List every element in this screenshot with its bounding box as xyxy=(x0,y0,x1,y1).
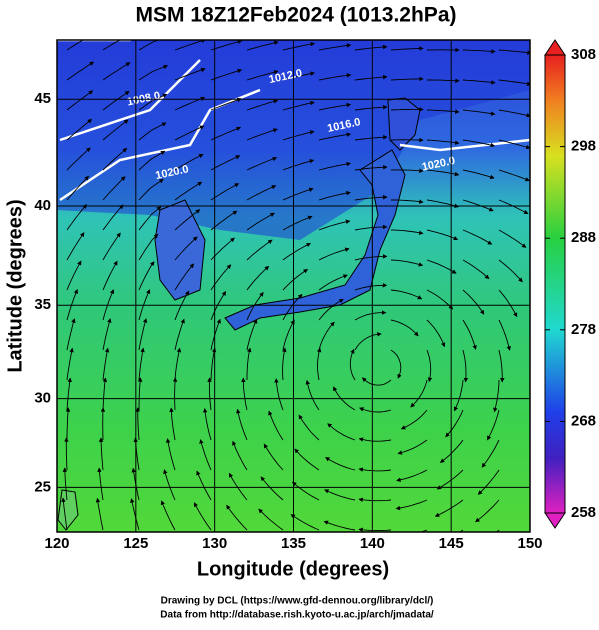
x-tick-label: 150 xyxy=(517,535,542,552)
y-axis-title: Latitude (degrees) xyxy=(4,199,26,372)
colorbar-tick-label: 278 xyxy=(571,321,596,338)
colorbar-tick-label: 268 xyxy=(571,412,596,429)
colorbar xyxy=(545,55,565,513)
x-tick-label: 120 xyxy=(44,535,69,552)
credit: Data from http://database.rish.kyoto-u.a… xyxy=(160,610,434,621)
x-tick-label: 140 xyxy=(360,535,385,552)
x-tick-label: 125 xyxy=(123,535,148,552)
y-tick-label: 25 xyxy=(34,478,51,495)
streamline xyxy=(474,530,499,550)
x-tick-label: 130 xyxy=(202,535,227,552)
y-tick-label: 45 xyxy=(34,90,51,107)
x-tick-label: 145 xyxy=(439,535,464,552)
y-tick-label: 30 xyxy=(34,390,51,407)
title: MSM 18Z12Feb2024 (1013.2hPa) xyxy=(136,4,457,27)
colorbar-tick-label: 308 xyxy=(571,46,596,63)
credit: Drawing by DCL (https://www.gfd-dennou.o… xyxy=(161,596,434,607)
colorbar-tick-label: 258 xyxy=(571,504,596,521)
x-axis-title: Longitude (degrees) xyxy=(197,558,389,580)
streamline xyxy=(391,140,423,141)
colorbar-tick-label: 298 xyxy=(571,138,596,155)
colorbar-tick-label: 288 xyxy=(571,229,596,246)
y-tick-label: 35 xyxy=(34,296,51,313)
y-tick-label: 40 xyxy=(34,197,51,214)
x-tick-label: 135 xyxy=(281,535,306,552)
colorbar-max-arrow xyxy=(545,40,565,55)
colorbar-min-arrow xyxy=(545,513,565,528)
